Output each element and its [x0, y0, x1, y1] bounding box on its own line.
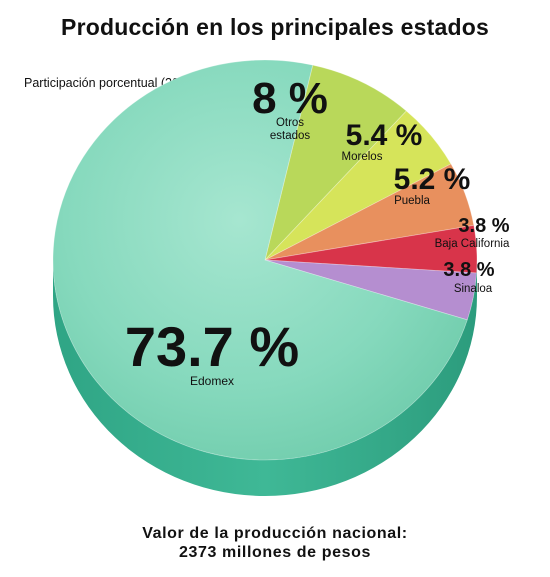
pie-slice-sinaloa: [264, 259, 477, 321]
data-label-otros-estados: 8 %: [252, 74, 328, 123]
pie-side-edge: [53, 260, 477, 496]
category-label-morelos: Morelos: [342, 151, 383, 163]
category-label-line: Puebla: [394, 195, 430, 207]
category-label-baja-california: Baja California: [435, 238, 510, 250]
footer-line-1: Valor de la producción nacional:: [142, 525, 408, 542]
footer-note: Valor de la producción nacional: 2373 mi…: [0, 524, 550, 562]
data-label-puebla: 5.2 %: [394, 163, 471, 196]
pie-slice-edomex: [52, 59, 468, 461]
data-label-morelos: 5.4 %: [346, 119, 423, 152]
category-label-line: Sinaloa: [454, 283, 493, 295]
category-label-line: Morelos: [342, 151, 383, 163]
chart-title: Producción en los principales estados: [61, 14, 489, 40]
pie-labels: 8 %Otros estados 5.4 %Morelos 5.2 %Puebla 3.…: [125, 74, 510, 388]
category-label-edomex: Edomex: [190, 374, 234, 388]
category-label-line: Otros: [276, 117, 304, 129]
pie-slices: [52, 59, 478, 461]
chart-subtitle: Participación porcentual (2000): [24, 76, 198, 90]
category-label-line: estados: [270, 130, 311, 142]
pie-slice-otros-estados: [264, 64, 407, 262]
data-label-edomex: 73.7 %: [125, 315, 299, 378]
category-label-puebla: Puebla: [394, 195, 430, 207]
pie-slice-morelos: [264, 110, 452, 261]
footer-line-2: 2373 millones de pesos: [179, 544, 371, 561]
category-label-line: Edomex: [190, 374, 234, 388]
category-label-line: Baja California: [435, 238, 510, 250]
data-label-sinaloa: 3.8 %: [443, 259, 494, 281]
data-label-baja-california: 3.8 %: [458, 215, 509, 237]
pie-slice-puebla: [264, 163, 475, 261]
category-label-otros-estados: Otros estados: [270, 117, 311, 142]
pie-side: [53, 260, 477, 496]
pie-slice-baja-california: [264, 224, 478, 274]
category-label-sinaloa: Sinaloa: [454, 283, 493, 295]
